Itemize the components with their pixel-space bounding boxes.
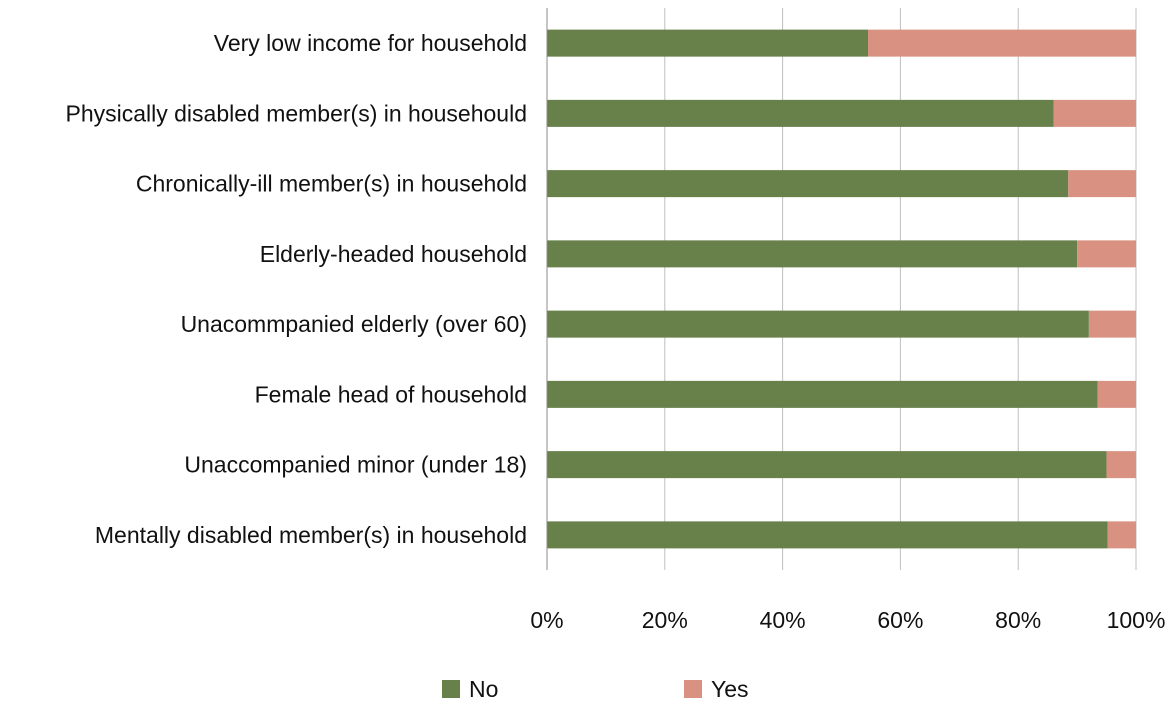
- category-label-unacommpanied-elderly-over-60: Unacommpanied elderly (over 60): [181, 311, 527, 337]
- bar-yes-female-head-of-household: [1097, 380, 1136, 408]
- category-label-mentally-disabled-member-s-in-household: Mentally disabled member(s) in household: [95, 522, 527, 548]
- category-label-unaccompanied-minor-under-18: Unaccompanied minor (under 18): [184, 452, 527, 478]
- legend: No Yes: [442, 676, 749, 702]
- category-label-female-head-of-household: Female head of household: [255, 381, 527, 407]
- bar-yes-very-low-income-for-household: [868, 29, 1136, 57]
- x-tick-label-0: 0%: [530, 607, 563, 633]
- bar-yes-mentally-disabled-member-s-in-household: [1107, 521, 1136, 549]
- bar-no-elderly-headed-household: [547, 240, 1078, 268]
- category-label-very-low-income-for-household: Very low income for household: [214, 30, 527, 56]
- bar-no-very-low-income-for-household: [547, 29, 869, 57]
- x-tick-labels: 0% 20% 40% 60% 80% 100%: [530, 607, 1165, 633]
- bar-no-female-head-of-household: [547, 380, 1098, 408]
- legend-swatch-yes: [684, 680, 702, 698]
- x-tick-label-40: 40%: [760, 607, 806, 633]
- bar-yes-chronically-ill-member-s-in-household: [1068, 170, 1136, 198]
- legend-label-yes: Yes: [711, 676, 749, 702]
- category-label-chronically-ill-member-s-in-household: Chronically-ill member(s) in household: [136, 171, 527, 197]
- bar-no-unacommpanied-elderly-over-60: [547, 310, 1089, 338]
- category-label-elderly-headed-household: Elderly-headed household: [260, 241, 527, 267]
- bar-no-mentally-disabled-member-s-in-household: [547, 521, 1108, 549]
- bar-yes-physically-disabled-member-s-in-househould: [1053, 99, 1136, 127]
- x-tick-label-20: 20%: [642, 607, 688, 633]
- bar-yes-unaccompanied-minor-under-18: [1106, 451, 1136, 479]
- bar-yes-unacommpanied-elderly-over-60: [1088, 310, 1136, 338]
- category-label-physically-disabled-member-s-in-househould: Physically disabled member(s) in househo…: [65, 100, 527, 126]
- category-labels: Very low income for household Physically …: [65, 30, 527, 548]
- x-tick-label-80: 80%: [995, 607, 1041, 633]
- bar-no-unaccompanied-minor-under-18: [547, 451, 1107, 479]
- bar-no-chronically-ill-member-s-in-household: [547, 170, 1069, 198]
- grid-lines: [664, 8, 1137, 570]
- legend-swatch-no: [442, 680, 460, 698]
- bars: [547, 29, 1136, 549]
- legend-label-no: No: [469, 676, 498, 702]
- x-tick-label-100: 100%: [1107, 607, 1166, 633]
- bar-yes-elderly-headed-household: [1077, 240, 1136, 268]
- x-tick-label-60: 60%: [877, 607, 923, 633]
- bar-no-physically-disabled-member-s-in-househould: [547, 99, 1054, 127]
